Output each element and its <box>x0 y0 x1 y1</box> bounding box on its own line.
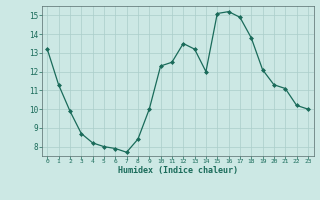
X-axis label: Humidex (Indice chaleur): Humidex (Indice chaleur) <box>118 166 237 175</box>
